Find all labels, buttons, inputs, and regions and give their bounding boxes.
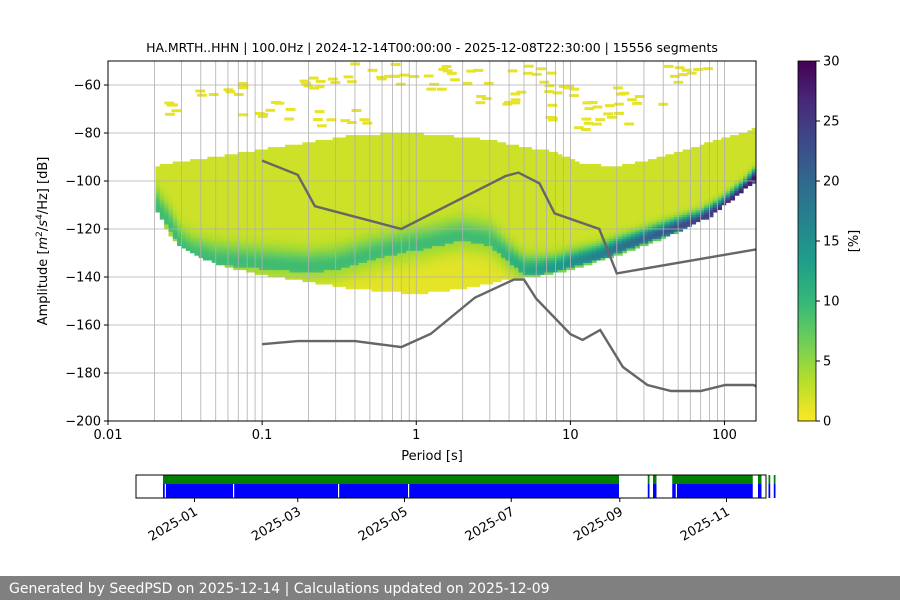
psd-cell bbox=[441, 135, 446, 138]
psd-cell bbox=[320, 140, 325, 143]
psd-cell bbox=[229, 154, 234, 157]
psd-cell bbox=[285, 145, 290, 148]
psd-cell bbox=[540, 150, 545, 153]
psd-cell bbox=[333, 138, 338, 141]
psd-cell bbox=[423, 135, 428, 138]
psd-cell bbox=[531, 150, 536, 153]
psd-cell bbox=[514, 145, 519, 148]
psd-cell bbox=[169, 164, 174, 167]
psd-cell bbox=[264, 150, 269, 153]
psd-cell bbox=[173, 162, 178, 165]
psd-cell bbox=[523, 147, 528, 150]
psd-cell bbox=[294, 145, 299, 148]
psd-cell bbox=[315, 140, 320, 143]
psd-cell bbox=[341, 138, 346, 141]
psd-cell bbox=[432, 135, 437, 138]
psd-cell bbox=[160, 164, 165, 167]
psd-cell bbox=[527, 147, 532, 150]
psd-cell bbox=[225, 154, 230, 157]
psd-cell bbox=[488, 140, 493, 143]
psd-cell bbox=[372, 135, 377, 138]
psd-cell bbox=[268, 147, 273, 150]
psd-cell bbox=[242, 152, 247, 155]
psd-cell bbox=[233, 154, 238, 157]
psd-cell bbox=[359, 135, 364, 138]
psd-cell bbox=[505, 145, 510, 148]
psd-cell bbox=[428, 135, 433, 138]
psd-cell bbox=[194, 159, 199, 162]
psd-cell bbox=[203, 159, 208, 162]
psd-cell bbox=[190, 159, 195, 162]
psd-cell bbox=[289, 145, 294, 148]
psd-cell bbox=[311, 142, 316, 145]
psd-cell bbox=[493, 140, 498, 143]
psd-cell bbox=[449, 135, 454, 138]
psd-cell bbox=[346, 135, 351, 138]
psd-cell bbox=[259, 150, 264, 153]
psd-cell bbox=[328, 140, 333, 143]
psd-cell bbox=[164, 164, 169, 167]
psd-cell bbox=[467, 138, 472, 141]
psd-cell bbox=[272, 147, 277, 150]
psd-cell bbox=[350, 135, 355, 138]
psd-cell bbox=[220, 157, 225, 160]
psd-heatmap bbox=[156, 63, 757, 295]
psd-cell bbox=[216, 157, 221, 160]
psd-cell bbox=[324, 140, 329, 143]
psd-cell bbox=[337, 138, 342, 141]
psd-cell bbox=[510, 145, 515, 148]
psd-cell bbox=[458, 138, 463, 141]
psd-cell bbox=[475, 138, 480, 141]
psd-cell bbox=[281, 147, 286, 150]
psd-cell bbox=[181, 162, 186, 165]
psd-cell bbox=[501, 142, 506, 145]
psd-cell bbox=[156, 166, 161, 169]
psd-cell bbox=[376, 135, 381, 138]
psd-cell bbox=[454, 138, 459, 141]
psd-cell bbox=[471, 138, 476, 141]
psd-cell bbox=[518, 147, 523, 150]
psd-cell bbox=[255, 150, 260, 153]
psd-cell bbox=[302, 142, 307, 145]
psd-cell bbox=[480, 140, 485, 143]
psd-cell bbox=[497, 142, 502, 145]
psd-cell bbox=[277, 147, 282, 150]
psd-cell bbox=[436, 135, 441, 138]
psd-cell bbox=[445, 135, 450, 138]
psd-cell bbox=[484, 140, 489, 143]
chart-title: HA.MRTH..HHN | 100.0Hz | 2024-12-14T00:0… bbox=[146, 40, 718, 55]
psd-cell bbox=[307, 142, 312, 145]
psd-cell bbox=[363, 135, 368, 138]
psd-cell bbox=[186, 162, 191, 165]
psd-cell bbox=[298, 145, 303, 148]
psd-cell bbox=[207, 157, 212, 160]
